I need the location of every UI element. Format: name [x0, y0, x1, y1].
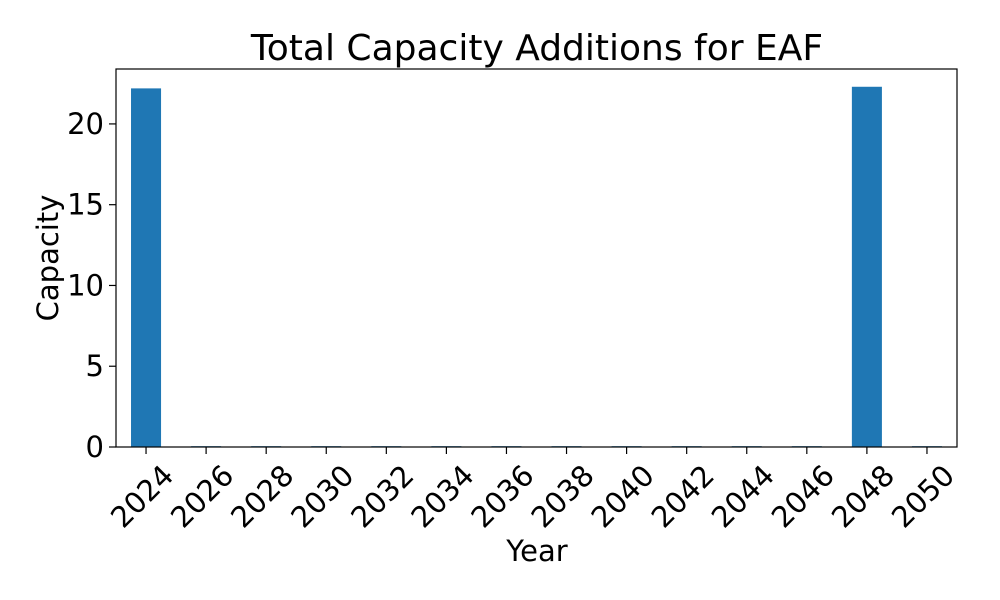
bars-group: [131, 86, 942, 448]
x-tick-label: 2036: [464, 458, 540, 534]
x-tick-label: 2030: [284, 458, 360, 534]
x-tick-label: 2034: [404, 458, 480, 534]
x-axis: 2024202620282030203220342036203820402042…: [104, 447, 961, 534]
x-tick-label: 2024: [104, 458, 180, 534]
y-tick-label: 15: [67, 188, 104, 222]
y-axis-label: Capacity: [31, 195, 65, 322]
x-tick-label: 2044: [705, 458, 781, 534]
x-tick-label: 2046: [765, 458, 841, 534]
y-tick-label: 0: [86, 430, 104, 464]
y-axis: 0 5 10 15 20: [67, 107, 116, 464]
y-tick-label: 10: [67, 268, 104, 302]
x-tick-label: 2032: [344, 458, 420, 534]
x-axis-label: Year: [505, 534, 567, 568]
x-tick-label: 2050: [885, 458, 961, 534]
x-tick-label: 2026: [164, 458, 240, 534]
bar-2024: [131, 88, 162, 447]
y-tick-label: 5: [86, 349, 104, 383]
x-tick-label: 2048: [825, 458, 901, 534]
x-tick-label: 2040: [585, 458, 661, 534]
y-tick-label: 20: [67, 107, 104, 141]
x-tick-label: 2028: [224, 458, 300, 534]
plot-frame: [115, 68, 958, 448]
bar-2048: [851, 86, 882, 448]
x-tick-label: 2042: [645, 458, 721, 534]
chart-title: Total Capacity Additions for EAF: [250, 28, 823, 69]
x-tick-label: 2038: [525, 458, 601, 534]
